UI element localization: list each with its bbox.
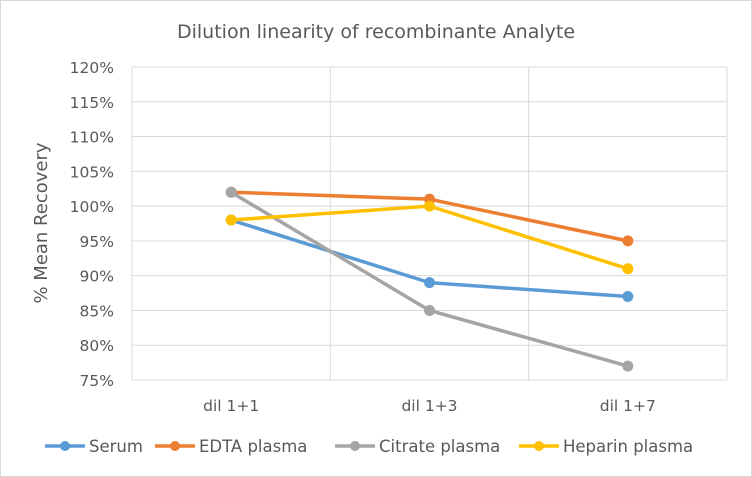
legend-item: Heparin plasma xyxy=(519,437,693,456)
gridlines xyxy=(131,66,728,381)
data-point xyxy=(622,291,634,303)
legend: Serum EDTA plasma Citrate plasma Heparin pl… xyxy=(45,437,693,456)
data-point xyxy=(622,235,634,247)
series-group xyxy=(225,186,634,372)
y-tick-label: 105% xyxy=(70,163,114,181)
data-point xyxy=(424,304,435,316)
legend-label: EDTA plasma xyxy=(199,437,307,456)
y-tick-label: 75% xyxy=(80,372,114,390)
y-tick-label: 85% xyxy=(80,302,114,320)
y-tick-label: 110% xyxy=(70,129,114,147)
chart-title: Dilution linearity of recombinante Analy… xyxy=(177,21,575,43)
y-tick-label: 90% xyxy=(80,268,114,286)
y-axis-ticks: 75% 80% 85% 90% 95% 100% 105% 110% 115% 120% xyxy=(70,59,114,390)
data-point xyxy=(424,277,435,289)
x-tick-label: dil 1+1 xyxy=(203,397,259,415)
y-tick-label: 80% xyxy=(80,337,114,355)
legend-item: Serum xyxy=(45,437,143,456)
data-point xyxy=(225,186,237,198)
y-tick-label: 95% xyxy=(80,233,114,251)
legend-swatch-marker xyxy=(170,441,180,451)
x-axis-ticks: dil 1+1 dil 1+3 dil 1+7 xyxy=(203,397,656,415)
legend-swatch-marker xyxy=(60,441,70,451)
series-heparin-plasma xyxy=(225,200,634,275)
series-citrate-plasma xyxy=(225,186,634,372)
y-tick-label: 115% xyxy=(70,94,114,112)
y-axis-title: % Mean Recovery xyxy=(31,142,52,303)
y-tick-label: 100% xyxy=(70,198,114,216)
legend-label: Citrate plasma xyxy=(379,437,500,456)
legend-item: Citrate plasma xyxy=(335,437,500,456)
legend-label: Heparin plasma xyxy=(563,437,693,456)
legend-swatch-marker xyxy=(350,441,360,451)
data-point xyxy=(622,360,634,372)
data-point xyxy=(424,200,435,212)
legend-swatch-marker xyxy=(534,441,544,451)
data-point xyxy=(225,214,237,226)
y-tick-label: 120% xyxy=(70,59,114,77)
x-tick-label: dil 1+7 xyxy=(600,397,656,415)
legend-label: Serum xyxy=(89,437,143,456)
data-point xyxy=(622,263,634,275)
x-tick-label: dil 1+3 xyxy=(401,397,457,415)
legend-item: EDTA plasma xyxy=(155,437,307,456)
